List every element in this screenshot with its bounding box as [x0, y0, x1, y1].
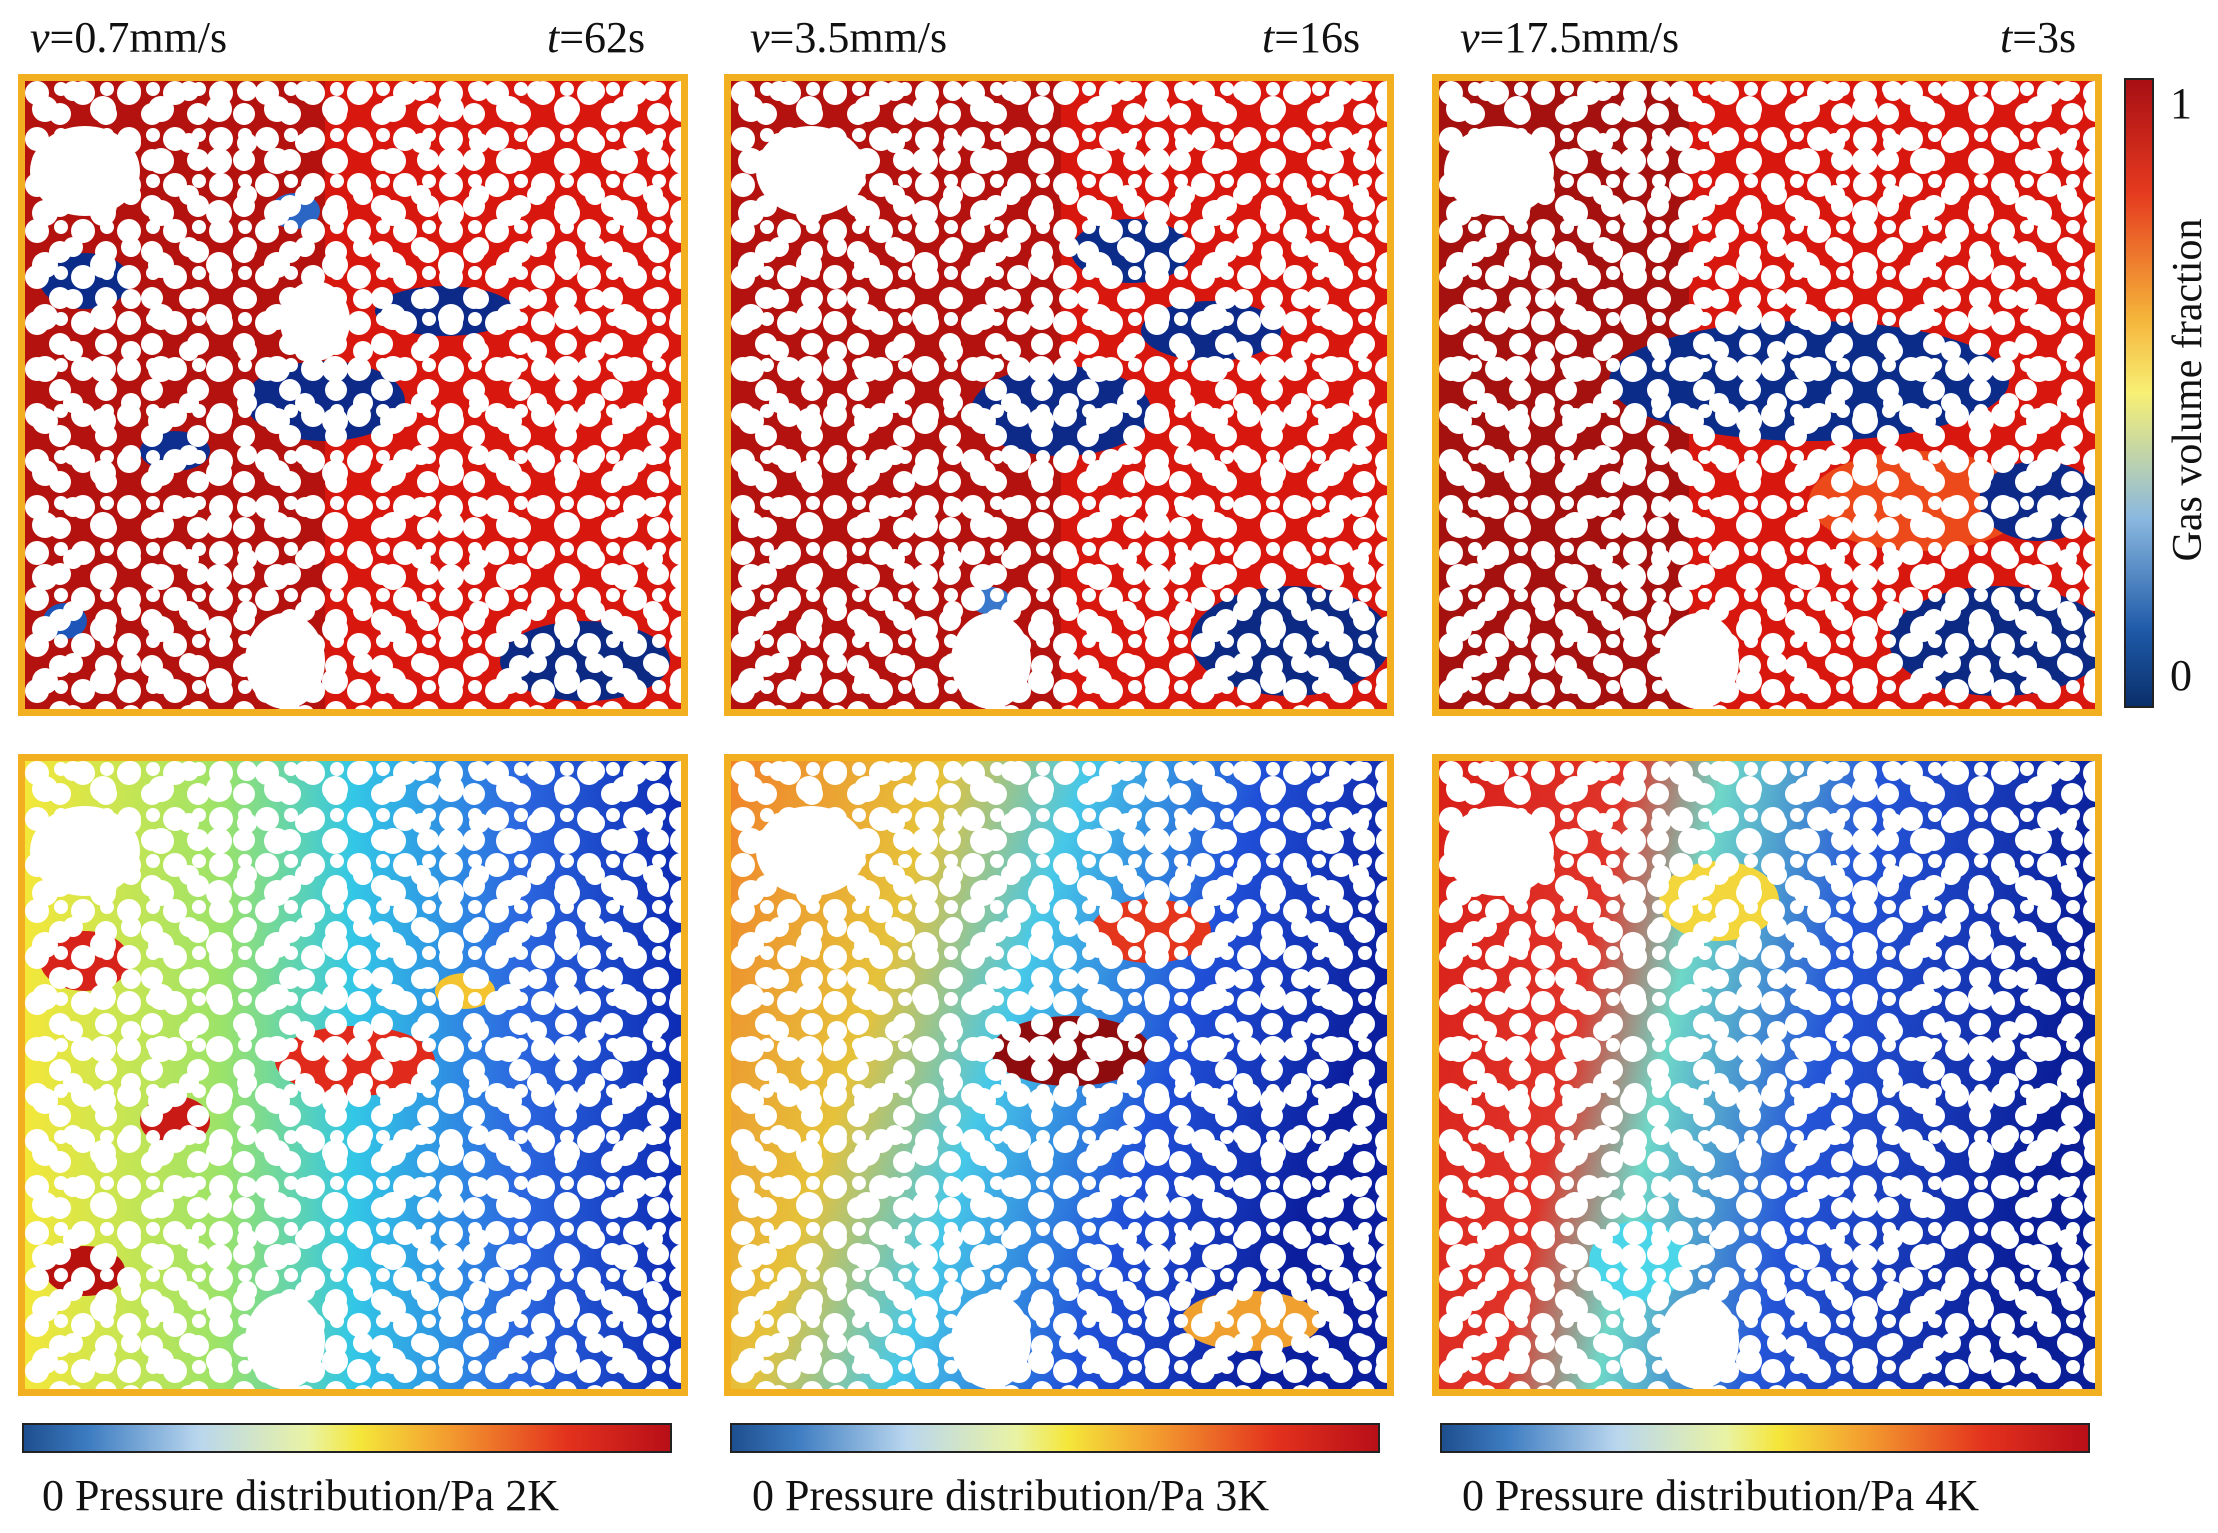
gas-fraction-field-2 — [731, 81, 1387, 709]
gas-fraction-panel-1 — [18, 74, 688, 716]
pressure-colorbar-3-label: 0 Pressure distribution/Pa 4K — [1462, 1468, 2122, 1524]
col2-velocity-symbol: v — [750, 13, 770, 62]
pressure-colorbar-1-label: 0 Pressure distribution/Pa 2K — [42, 1468, 702, 1524]
pressure-colorbar-1-max: 2K — [505, 1471, 559, 1520]
col3-time-value: =3s — [2012, 13, 2077, 62]
gas-fraction-panel-3 — [1432, 74, 2102, 716]
col1-velocity-label: v=0.7mm/s — [30, 8, 227, 68]
pressure-colorbar-1-min: 0 — [42, 1471, 64, 1520]
pressure-field-2 — [731, 761, 1387, 1389]
gas-fraction-colorbar — [2124, 78, 2154, 708]
col2-velocity-value: =3.5mm/s — [769, 13, 948, 62]
col3-time-symbol: t — [2000, 13, 2013, 62]
gas-colorbar-max-label: 1 — [2170, 79, 2192, 128]
col3-velocity-symbol: v — [1460, 13, 1480, 62]
gas-fraction-field-3 — [1439, 81, 2095, 709]
pressure-colorbar-2-label: 0 Pressure distribution/Pa 3K — [752, 1468, 1412, 1524]
pressure-colorbar-2 — [730, 1423, 1380, 1453]
col1-velocity-symbol: v — [30, 13, 50, 62]
gas-fraction-field-1 — [25, 81, 681, 709]
pressure-colorbar-3-max: 4K — [1925, 1471, 1979, 1520]
pressure-colorbar-2-title: Pressure distribution/Pa — [785, 1471, 1205, 1520]
col1-time-symbol: t — [547, 13, 560, 62]
col2-velocity-label: v=3.5mm/s — [750, 8, 947, 68]
col3-velocity-label: v=17.5mm/s — [1460, 8, 1679, 68]
col3-velocity-value: =17.5mm/s — [1479, 13, 1680, 62]
pressure-field-1 — [25, 761, 681, 1389]
pressure-panel-2 — [724, 754, 1394, 1396]
col3-time-label: t=3s — [2000, 8, 2076, 68]
pressure-colorbar-3 — [1440, 1423, 2090, 1453]
col2-time-label: t=16s — [1262, 8, 1360, 68]
pressure-colorbar-2-max: 3K — [1215, 1471, 1269, 1520]
pressure-colorbar-3-min: 0 — [1462, 1471, 1484, 1520]
col2-time-value: =16s — [1274, 13, 1361, 62]
gas-fraction-panel-2 — [724, 74, 1394, 716]
gas-colorbar-title: Gas volume fraction — [2165, 218, 2211, 562]
gas-colorbar-min-label: 0 — [2170, 651, 2192, 700]
col2-time-symbol: t — [1262, 13, 1275, 62]
pressure-colorbar-1-title: Pressure distribution/Pa — [75, 1471, 495, 1520]
pressure-colorbar-2-min: 0 — [752, 1471, 774, 1520]
pressure-panel-3 — [1432, 754, 2102, 1396]
pressure-field-3 — [1439, 761, 2095, 1389]
pressure-colorbar-3-title: Pressure distribution/Pa — [1495, 1471, 1915, 1520]
col1-velocity-value: =0.7mm/s — [49, 13, 228, 62]
col1-time-value: =62s — [559, 13, 646, 62]
col1-time-label: t=62s — [547, 8, 645, 68]
pressure-colorbar-1 — [22, 1423, 672, 1453]
pressure-panel-1 — [18, 754, 688, 1396]
